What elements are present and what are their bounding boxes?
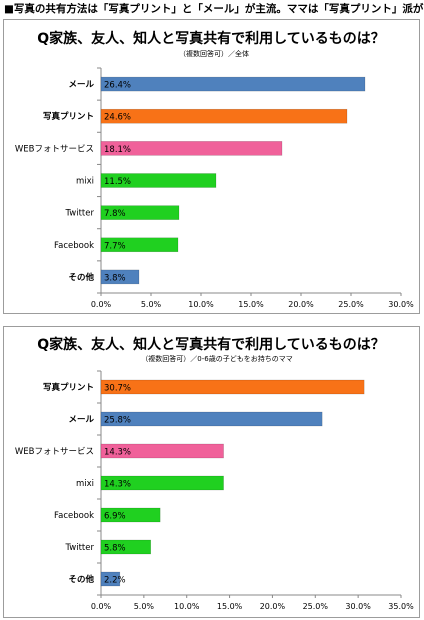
bar [100,108,348,124]
x-tick-label: 15.0% [238,300,264,309]
x-tick-label: 25.0% [303,602,329,611]
category-label: WEBフォトサービス [15,144,94,154]
bar [100,475,224,491]
bar [100,205,180,220]
x-tick-label: 25.0% [338,300,364,309]
chart-title: Q家族、友人、知人と写真共有で利用しているものは？ [37,30,384,47]
bar [100,411,323,427]
category-label: 写真プリント [43,111,94,122]
x-tick-label: 20.0% [288,300,314,309]
data-label: 24.6% [104,113,131,123]
bar [100,76,366,92]
category-label: Facebook [54,511,94,521]
page-headline: ■写真の共有方法は「写真プリント」と「メール」が主流。ママは「写真プリント」派が… [4,3,424,15]
category-label: WEBフォトサービス [15,447,94,457]
chart-panel-mothers: Q家族、友人、知人と写真共有で利用しているものは？ （複数回答可）／0-6歳の子ど… [3,326,420,618]
bar [100,507,161,523]
category-label: 写真プリント [43,382,94,393]
bar [100,443,224,459]
chart-subtitle: （複数回答可）／全体 [179,49,249,58]
x-tick-label: 30.0% [388,300,414,309]
x-tick-label: 0.0% [91,300,112,309]
data-label: 6.9% [104,512,126,522]
category-label: Facebook [54,241,94,251]
x-tick-label: 5.0% [134,602,155,611]
category-label: メール [68,80,94,90]
data-label: 5.8% [104,544,126,554]
data-label: 3.8% [104,273,126,283]
bar [100,269,140,285]
data-label: 26.4% [104,81,131,91]
chart-title: Q家族、友人、知人と写真共有で利用しているものは？ [37,336,384,353]
data-label: 14.3% [104,480,131,490]
chart-panel-overall: Q家族、友人、知人と写真共有で利用しているものは？ （複数回答可）／全体 0.0% 5… [3,19,420,314]
category-label: Twitter [65,209,95,219]
x-tick-label: 5.0% [141,300,162,309]
category-label: その他 [68,574,94,585]
data-label: 25.8% [104,416,131,426]
x-tick-label: 20.0% [260,602,286,611]
bar-chart-mothers: Q家族、友人、知人と写真共有で利用しているものは？（複数回答可）／0-6歳の子ど… [15,336,414,611]
category-label: その他 [68,272,94,283]
x-tick-label: 15.0% [217,602,243,611]
data-label: 30.7% [104,384,131,394]
category-label: Twitter [65,543,95,553]
bar [100,539,151,555]
bar [100,237,179,253]
chart-subtitle: （複数回答可）／0-6歳の子どもをお持ちのママ [141,354,292,363]
bar [100,571,121,587]
x-tick-label: 0.0% [91,602,112,611]
x-tick-label: 10.0% [174,602,200,611]
data-label: 14.3% [104,448,131,458]
category-label: mixi [76,479,94,489]
x-tick-label: 10.0% [188,300,214,309]
data-label: 7.7% [104,241,126,251]
x-tick-label: 35.0% [388,602,414,611]
bar [100,173,217,188]
data-label: 18.1% [104,145,131,155]
category-label: メール [68,415,94,425]
x-tick-label: 30.0% [345,602,371,611]
category-label: mixi [76,177,94,187]
data-label: 2.2% [104,576,126,586]
bar [100,379,365,395]
bar [100,141,283,156]
data-label: 7.8% [104,209,126,219]
bar-chart-overall: Q家族、友人、知人と写真共有で利用しているものは？ （複数回答可）／全体 0.0% 5… [15,30,414,309]
data-label: 11.5% [104,177,131,187]
